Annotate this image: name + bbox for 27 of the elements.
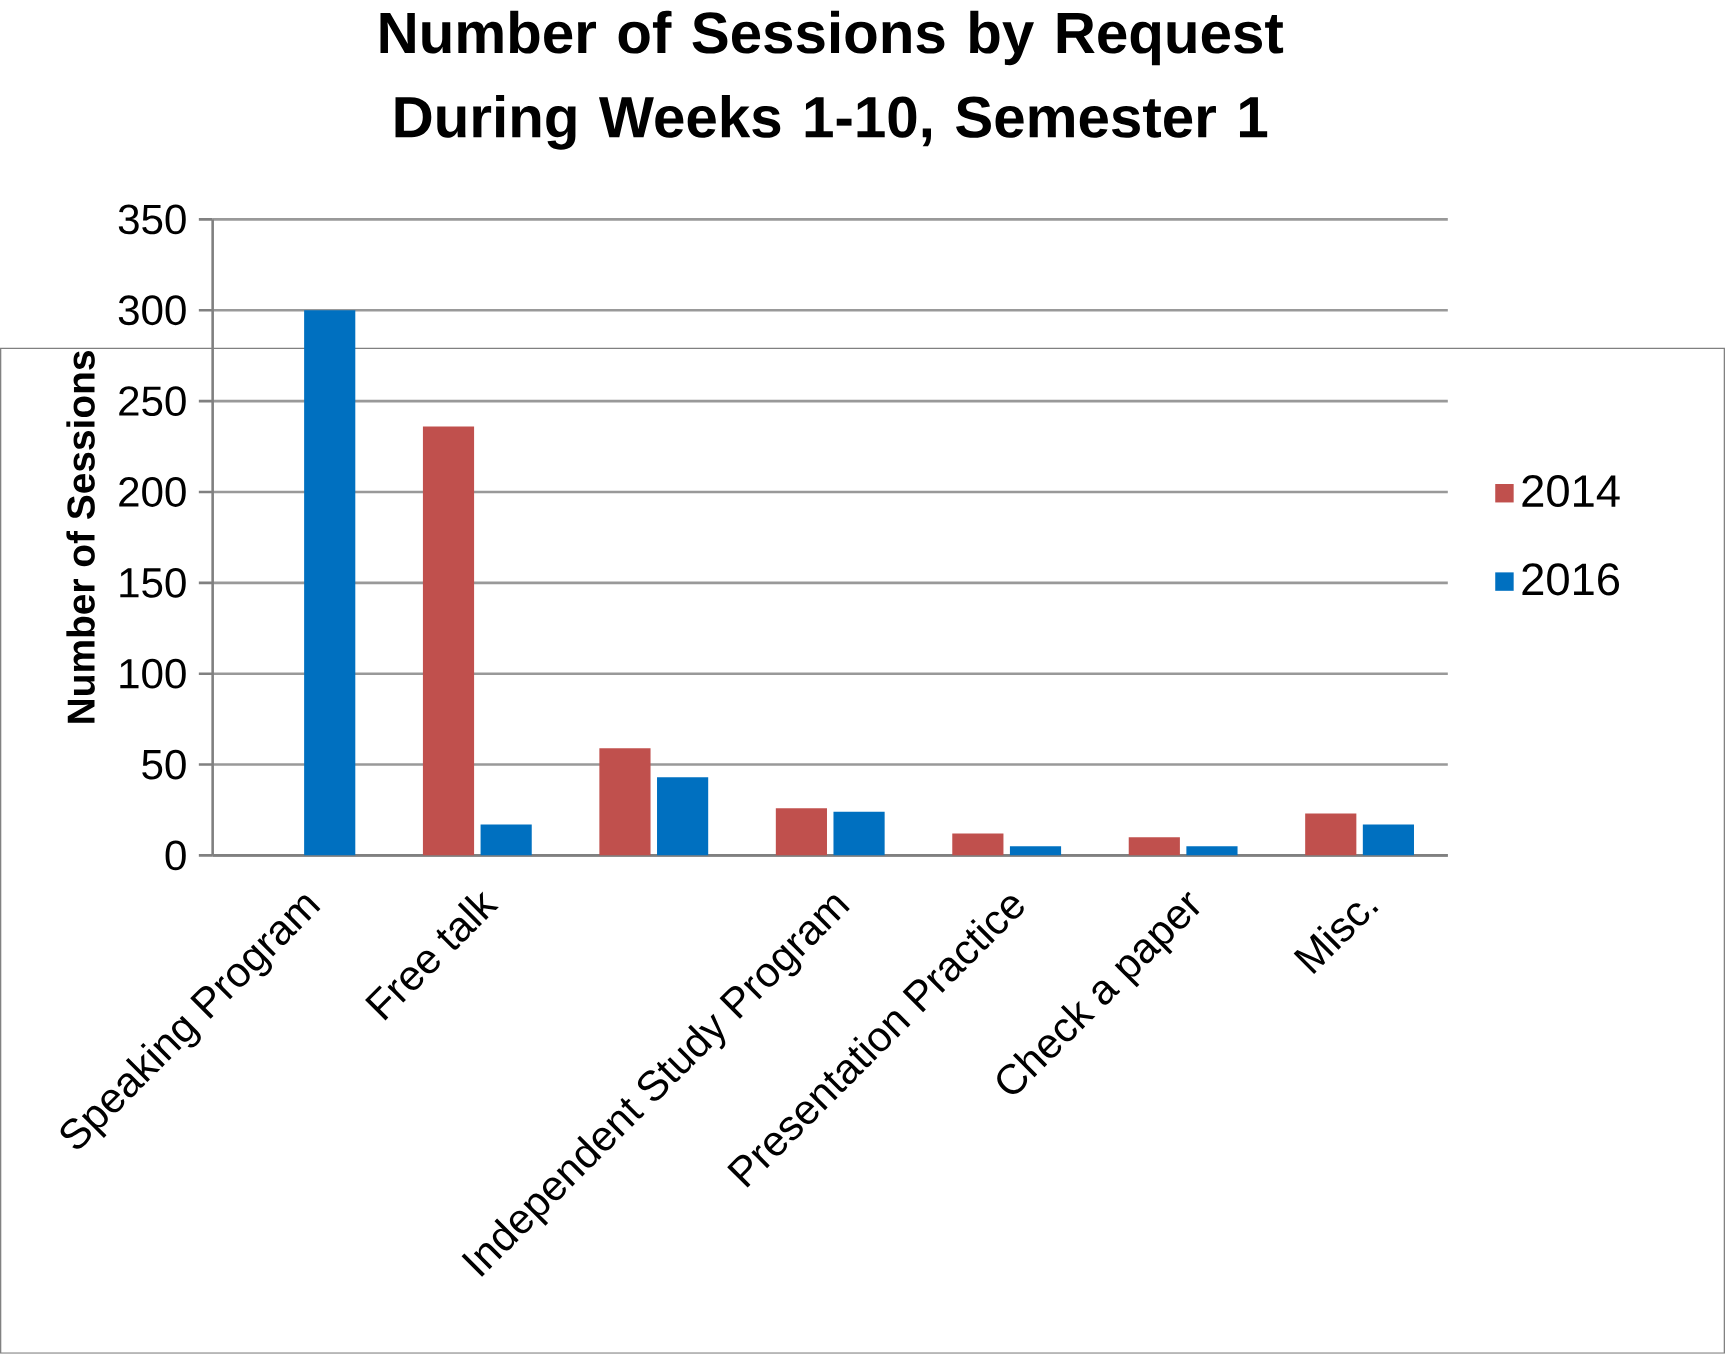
y-tick-label: 300 [118, 295, 186, 326]
bar [1362, 824, 1414, 856]
bar [1128, 837, 1180, 856]
x-tick-label: Free talk [365, 891, 499, 1021]
y-tick-label: 50 [142, 749, 186, 780]
y-tick-label: 150 [120, 568, 186, 598]
bar [833, 811, 885, 856]
x-tick-label: Misc. [1293, 903, 1379, 975]
bar [422, 426, 475, 856]
legend-label: 2014 [1522, 475, 1620, 508]
y-axis-title: Number of Sessions [66, 351, 95, 723]
bar [952, 833, 1004, 856]
y-tick-label: 250 [119, 386, 186, 417]
bar [304, 310, 356, 856]
y-tick-label: 200 [119, 477, 186, 507]
bar [1009, 846, 1062, 856]
bar [1305, 813, 1357, 856]
chart-title: Number of Sessions by Request During Weeks 1-10, Semester 1 [380, 10, 1284, 150]
y-tick-label: 350 [118, 204, 186, 235]
bar [775, 808, 827, 856]
bar [480, 824, 532, 856]
legend-label: 2016 [1522, 563, 1620, 596]
bar [1186, 846, 1238, 856]
bar [599, 748, 651, 856]
y-tick-label: 100 [120, 658, 186, 689]
bar [657, 777, 709, 856]
y-tick-label: 0 [165, 840, 186, 871]
